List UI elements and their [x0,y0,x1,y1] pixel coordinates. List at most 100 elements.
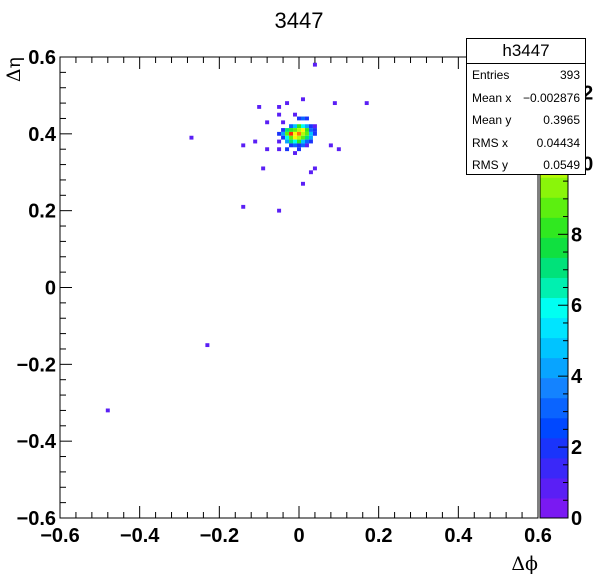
heatmap-bin [328,143,333,148]
y-tick-label: 0.4 [28,124,57,146]
x-tick-label: −0.2 [200,525,239,547]
x-tick-label: 0.2 [365,525,393,547]
heatmap-bin [304,139,309,144]
color-scale-tick-label: 6 [571,295,582,317]
color-scale-segment [540,377,568,399]
heatmap-bin [281,135,286,140]
heatmap-bin [297,147,301,152]
stats-label: RMS x [472,135,508,150]
heatmap-bin [293,143,298,148]
heatmap-bin [300,181,305,186]
heatmap-bin [308,124,313,129]
heatmap-bin [281,128,286,132]
heatmap-bin [285,128,290,132]
heatmap-bin [289,131,294,136]
heatmap-bin [293,151,298,155]
color-scale-segment [540,357,568,379]
heatmap-bin [281,120,286,125]
heatmap-bin [289,139,294,144]
y-tick-label: 0.6 [28,47,56,69]
y-tick-label: −0.6 [17,508,56,530]
color-scale-segment [540,277,568,299]
heatmap-bin [308,135,313,140]
stats-label: Mean x [472,90,512,105]
heatmap-bin [241,143,246,148]
heatmap-bin [300,139,305,144]
heatmap-bin [304,128,309,132]
heatmap-bin [289,128,294,132]
heatmap-bin [257,105,262,109]
heatmap-bin [293,112,298,117]
heatmap-bin [105,408,110,413]
heatmap-bin [312,124,317,129]
color-scale-segment [540,417,568,439]
color-scale-segment [540,477,568,499]
y-tick-label: −0.2 [17,354,56,376]
x-tick-label: 0.4 [444,525,473,547]
heatmap-bin [312,62,317,67]
heatmap-bin [289,124,294,129]
heatmap-bin [300,135,305,140]
heatmap-bin [304,135,309,140]
heatmap-bin [300,128,305,132]
stats-row-entries: Entries 393 [467,64,585,87]
stats-label: Mean y [472,113,512,127]
heatmap-bin [253,139,258,144]
y-tick-label: 0 [45,278,56,300]
heatmap-bin [293,139,298,144]
x-tick-label: 0.6 [524,525,552,547]
heatmap-bin [308,131,313,136]
heatmap-bin [297,128,301,132]
heatmap-bin [289,135,294,140]
heatmap-bins [105,62,369,413]
heatmap-bin [189,135,194,140]
heatmap-bin [261,166,266,171]
heatmap-bin [308,139,313,144]
heatmap-bin [312,166,317,171]
heatmap-bin [304,143,309,148]
heatmap-bin [308,170,313,175]
heatmap-bin [277,105,282,109]
color-scale-segment [540,457,568,479]
heatmap-bin [277,208,282,213]
stats-value: 393 [559,68,580,82]
x-tick-label: −0.6 [40,525,79,547]
heatmap-bin [285,135,290,140]
stats-box: h3447 Entries 393 Mean x −0.002876 Mean … [466,38,586,175]
heatmap-bin [265,147,270,152]
heatmap-bin [304,131,309,136]
stats-label: Entries [472,68,510,82]
heatmap-bin [297,124,301,129]
stats-row-mean-x: Mean x −0.002876 [467,87,585,110]
stats-label: RMS y [472,158,508,172]
color-scale-segment [540,297,568,319]
chart-title: 3447 [275,8,324,33]
color-scale-segment [540,197,568,218]
x-axis-tick-labels: −0.6 −0.4 −0.2 0 0.2 0.4 0.6 [40,525,552,547]
heatmap-bin [297,116,301,121]
heatmap-bin [293,131,298,136]
heatmap-bin [332,101,337,106]
x-tick-label: 0 [293,525,304,547]
color-scale-segment [540,237,568,258]
x-tick-label: −0.4 [120,525,160,547]
heatmap-bin [308,128,313,132]
stats-value: −0.002876 [522,90,580,105]
x-axis-label: Δϕ [511,553,538,575]
heatmap-bin [277,147,282,152]
heatmap-bin [285,139,290,144]
heatmap-bin [336,147,341,152]
heatmap-bin [312,131,317,136]
color-scale-segment [540,397,568,419]
color-scale-segment [540,437,568,459]
heatmap-bin [285,147,290,152]
heatmap-bin [241,204,246,209]
heatmap-bin [265,120,270,125]
y-axis-label: Δη [3,57,25,82]
color-scale-segment [540,177,568,198]
stats-box-title: h3447 [467,39,585,64]
stats-value: 0.04434 [536,135,580,150]
heatmap-bin [277,139,282,144]
heatmap-bin [289,143,294,148]
